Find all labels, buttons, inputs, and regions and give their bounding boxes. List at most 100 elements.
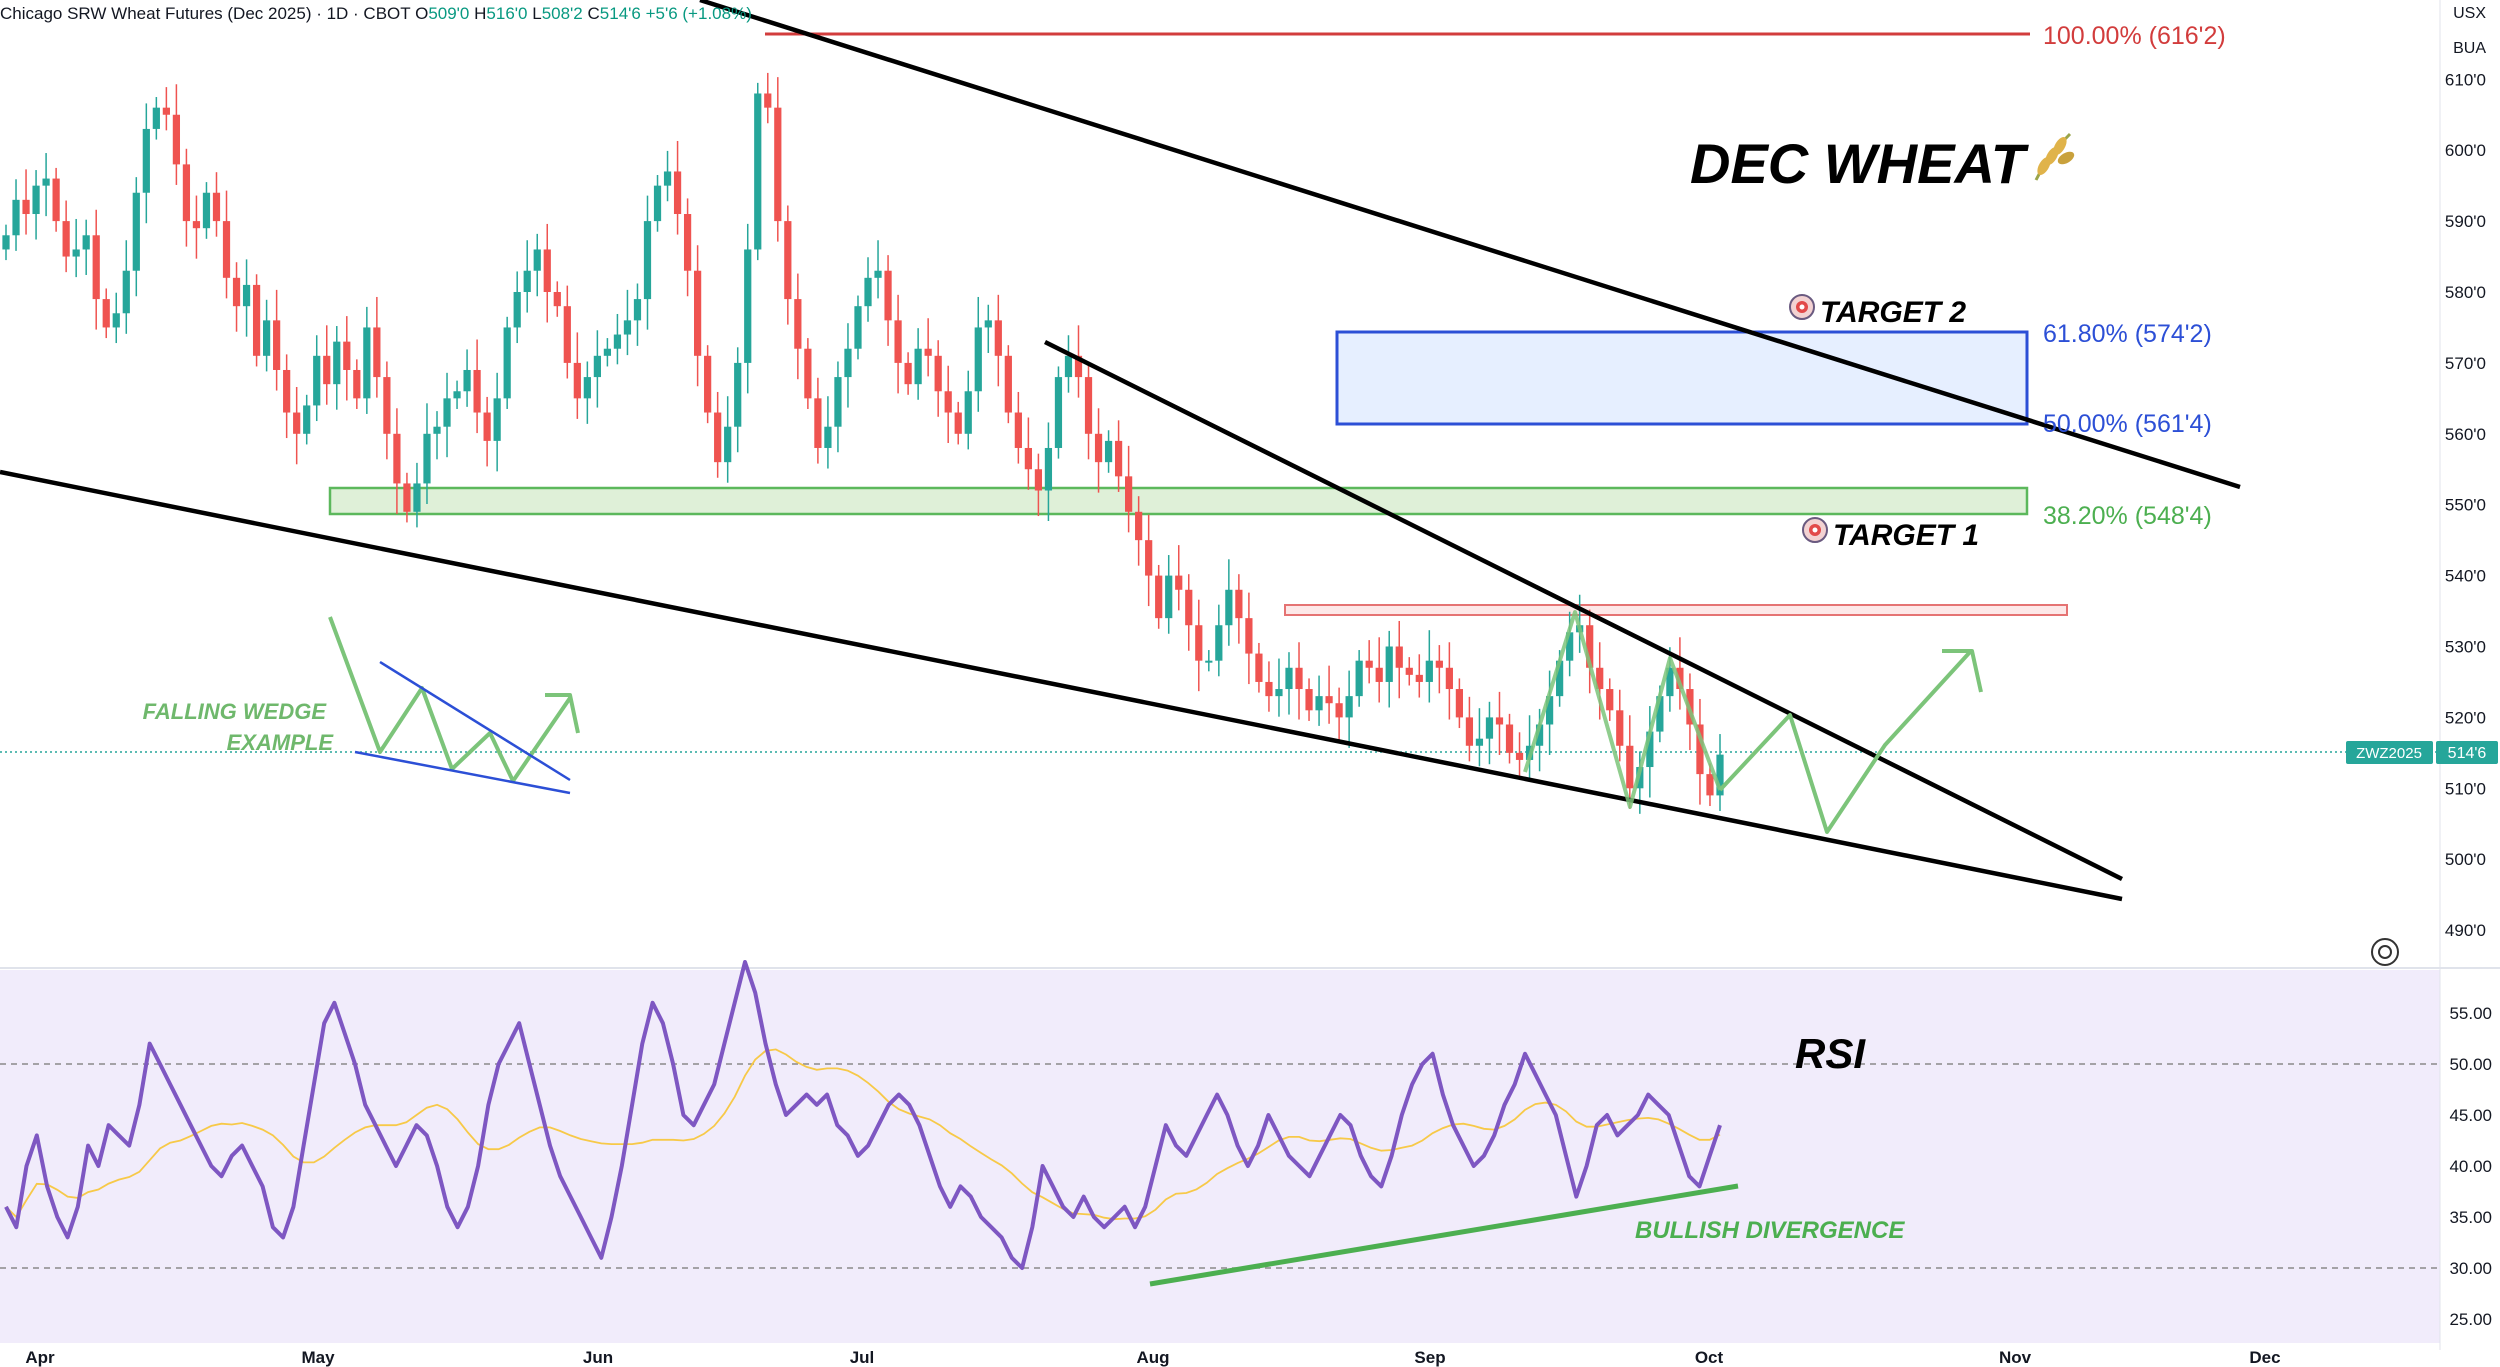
candle-body[interactable]: [623, 320, 632, 335]
candle-body[interactable]: [423, 433, 431, 484]
candle-body[interactable]: [383, 377, 391, 434]
candle-body[interactable]: [1155, 575, 1163, 619]
candle-body[interactable]: [463, 369, 471, 392]
candle-body[interactable]: [1465, 717, 1474, 746]
candle-body[interactable]: [132, 192, 140, 271]
candle-body[interactable]: [844, 348, 852, 378]
candle-body[interactable]: [172, 114, 181, 165]
candle-body[interactable]: [1676, 667, 1684, 690]
candle-body[interactable]: [273, 320, 281, 370]
candle-body[interactable]: [1586, 625, 1594, 668]
candle-body[interactable]: [1305, 689, 1313, 711]
candle-body[interactable]: [1626, 745, 1634, 789]
candle-body[interactable]: [593, 355, 601, 378]
candle-body[interactable]: [102, 299, 110, 328]
candle-body[interactable]: [22, 199, 30, 215]
candle-body[interactable]: [874, 270, 882, 278]
candle-body[interactable]: [884, 270, 892, 321]
candle-body[interactable]: [1716, 754, 1724, 796]
candle-body[interactable]: [1125, 476, 1133, 512]
candle-body[interactable]: [513, 292, 521, 328]
candle-body[interactable]: [1495, 717, 1504, 725]
candle-body[interactable]: [1696, 724, 1704, 775]
candle-body[interactable]: [1485, 717, 1494, 739]
time-axis[interactable]: Apr May Jun Jul Aug Sep Oct Nov Dec: [25, 1348, 2280, 1367]
candle-body[interactable]: [944, 391, 952, 413]
candle-body[interactable]: [1646, 731, 1654, 768]
candle-body[interactable]: [433, 426, 441, 434]
candle-body[interactable]: [373, 327, 381, 378]
candle-body[interactable]: [212, 192, 221, 222]
candle-body[interactable]: [954, 412, 962, 434]
candle-body[interactable]: [1365, 660, 1373, 668]
candle-body[interactable]: [1185, 589, 1193, 626]
candle-body[interactable]: [262, 320, 271, 356]
candle-body[interactable]: [754, 93, 762, 250]
candle-body[interactable]: [1535, 724, 1544, 746]
rsi-line[interactable]: [4, 960, 1722, 1270]
candle-body[interactable]: [1706, 774, 1714, 796]
candle-body[interactable]: [523, 270, 531, 292]
candle-body[interactable]: [283, 369, 291, 413]
candle-body[interactable]: [1345, 696, 1353, 718]
candle-body[interactable]: [2, 235, 10, 250]
candle-body[interactable]: [112, 313, 120, 328]
candle-body[interactable]: [894, 320, 902, 363]
candle-body[interactable]: [804, 348, 812, 399]
last-price-tag[interactable]: [2436, 741, 2498, 764]
candle-body[interactable]: [1415, 674, 1423, 682]
candle-body[interactable]: [543, 249, 551, 292]
candle-body[interactable]: [303, 405, 311, 434]
candle-body[interactable]: [1505, 724, 1514, 753]
candle-body[interactable]: [1405, 667, 1413, 675]
candle-body[interactable]: [1606, 689, 1614, 711]
candle-body[interactable]: [333, 341, 341, 385]
candle-body[interactable]: [453, 391, 461, 399]
candle-body[interactable]: [1205, 660, 1213, 663]
candle-body[interactable]: [232, 277, 241, 307]
candle-body[interactable]: [1515, 752, 1524, 760]
candle-body[interactable]: [1215, 625, 1223, 661]
candle-body[interactable]: [1014, 412, 1022, 448]
candle-body[interactable]: [1135, 511, 1143, 541]
candle-body[interactable]: [643, 221, 652, 300]
candle-body[interactable]: [1225, 589, 1233, 626]
support-zone[interactable]: [328, 486, 2029, 516]
candle-body[interactable]: [553, 292, 561, 307]
candle-body[interactable]: [583, 377, 591, 399]
candlestick-series[interactable]: [2, 72, 1724, 814]
candle-body[interactable]: [794, 299, 802, 349]
rsi-axis[interactable]: 25.00 30.00 35.00 40.00 45.00 50.00 55.00: [2449, 1004, 2492, 1329]
candle-body[interactable]: [1255, 653, 1263, 682]
candle-body[interactable]: [343, 341, 351, 370]
candle-body[interactable]: [1445, 667, 1453, 690]
candle-body[interactable]: [834, 377, 842, 427]
candle-body[interactable]: [1616, 710, 1624, 746]
candle-body[interactable]: [222, 221, 231, 278]
candle-body[interactable]: [724, 426, 732, 463]
candle-body[interactable]: [824, 426, 832, 448]
candle-body[interactable]: [694, 270, 702, 356]
symbol-name[interactable]: Chicago SRW Wheat Futures (Dec 2025) · 1…: [0, 4, 411, 23]
candle-body[interactable]: [653, 185, 662, 222]
candle-body[interactable]: [503, 327, 511, 399]
candle-body[interactable]: [1385, 646, 1393, 682]
candle-body[interactable]: [1235, 589, 1243, 619]
candle-body[interactable]: [252, 284, 261, 356]
candle-body[interactable]: [1455, 689, 1464, 718]
candle-body[interactable]: [1175, 575, 1183, 590]
candle-body[interactable]: [744, 249, 752, 363]
candle-body[interactable]: [1285, 667, 1293, 690]
candle-body[interactable]: [613, 334, 622, 349]
candle-body[interactable]: [1044, 447, 1053, 491]
candle-body[interactable]: [182, 164, 191, 222]
candle-body[interactable]: [62, 221, 70, 257]
candle-body[interactable]: [1024, 447, 1032, 470]
candle-body[interactable]: [1295, 667, 1303, 690]
candle-body[interactable]: [673, 171, 682, 215]
candle-body[interactable]: [192, 221, 201, 229]
candle-body[interactable]: [964, 391, 972, 434]
candle-body[interactable]: [443, 398, 451, 427]
candle-body[interactable]: [493, 398, 501, 441]
candle-body[interactable]: [934, 355, 942, 392]
